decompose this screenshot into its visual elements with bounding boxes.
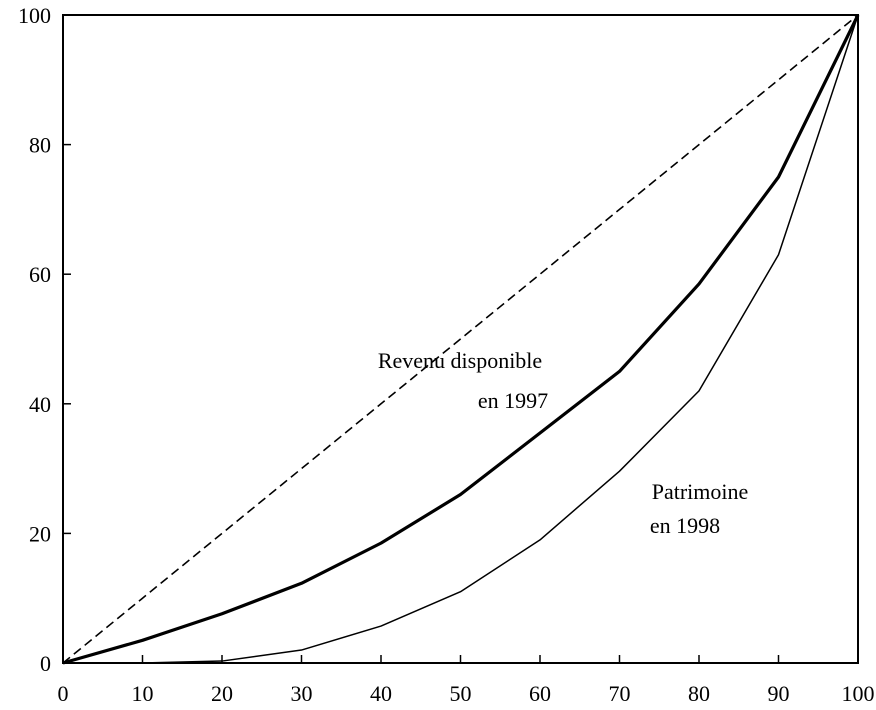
y-tick-label: 100	[18, 3, 51, 28]
x-tick-label: 30	[291, 681, 313, 706]
x-tick-label: 60	[529, 681, 551, 706]
y-tick-label: 60	[29, 262, 51, 287]
x-tick-label: 20	[211, 681, 233, 706]
x-tick-label: 50	[450, 681, 472, 706]
data-line	[62, 14, 860, 665]
y-tick-label: 40	[29, 392, 51, 417]
annotation: en 1997	[478, 388, 548, 413]
y-tick-label: 80	[29, 133, 51, 158]
annotation: Patrimoine	[652, 479, 749, 504]
x-tick-label: 10	[132, 681, 154, 706]
x-tick-label: 0	[58, 681, 69, 706]
x-tick-label: 70	[609, 681, 631, 706]
x-tick-label: 40	[370, 681, 392, 706]
y-tick-label: 0	[40, 651, 51, 676]
x-tick-label: 90	[768, 681, 790, 706]
data-line	[63, 14, 859, 664]
x-tick-label: 100	[842, 681, 875, 706]
annotation: en 1998	[650, 513, 720, 538]
annotation: Revenu disponible	[378, 348, 542, 373]
x-tick-label: 80	[688, 681, 710, 706]
y-tick-label: 20	[29, 521, 51, 546]
data-line	[62, 14, 859, 664]
